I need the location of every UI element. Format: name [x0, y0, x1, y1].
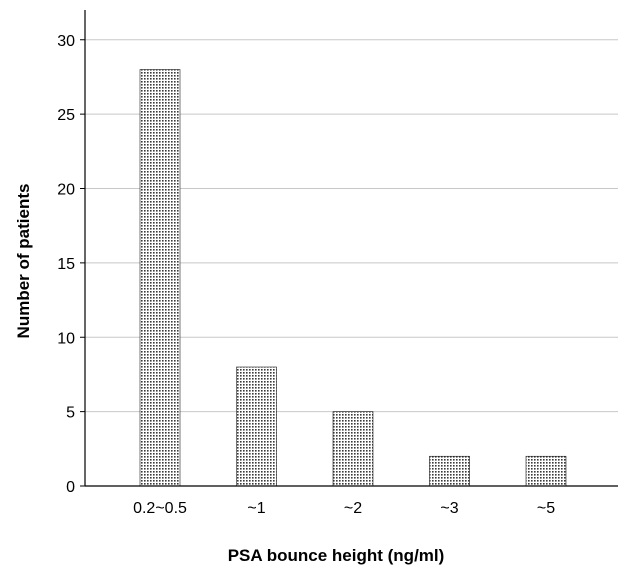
bars	[139, 69, 567, 487]
y-tick-label: 30	[57, 33, 75, 50]
bar-4	[429, 455, 470, 487]
x-tick-label: ~2	[344, 500, 362, 517]
y-tick-label: 15	[57, 256, 75, 273]
bar-2	[236, 366, 277, 487]
y-tick-label: 25	[57, 107, 75, 124]
bar-3	[332, 411, 374, 487]
bar-5	[525, 455, 567, 487]
x-axis-title: PSA bounce height (ng/ml)	[228, 546, 445, 565]
y-axis-title: Number of patients	[14, 184, 33, 339]
y-tick-labels: 0 5 10 15 20 25 30	[57, 33, 85, 496]
axes	[84, 10, 618, 487]
x-tick-labels: 0.2~0.5 ~1 ~2 ~3 ~5	[133, 500, 555, 517]
x-tick-label: 0.2~0.5	[133, 500, 187, 517]
x-tick-label: ~3	[440, 500, 458, 517]
bar-1	[139, 69, 181, 487]
y-tick-label: 0	[66, 479, 75, 496]
x-tick-label: ~1	[247, 500, 265, 517]
y-tick-label: 20	[57, 182, 75, 199]
y-tick-label: 5	[66, 405, 75, 422]
x-tick-label: ~5	[537, 500, 555, 517]
y-tick-label: 10	[57, 330, 75, 347]
